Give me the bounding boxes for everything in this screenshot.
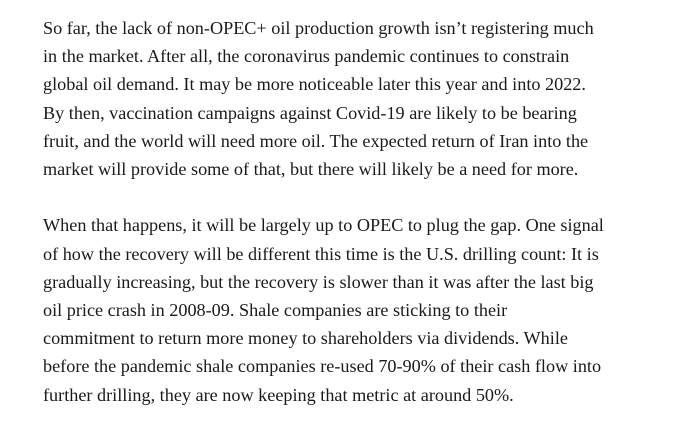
text-line: commitment to return more money to share… — [43, 328, 568, 349]
text-line: before the pandemic shale companies re-u… — [43, 356, 602, 377]
text-line: fruit, and the world will need more oil.… — [43, 130, 589, 151]
text-line: gradually increasing, but the recovery i… — [43, 271, 594, 292]
text-line: further drilling, they are now keeping t… — [43, 384, 514, 405]
text-line: of how the recovery will be different th… — [43, 243, 599, 264]
article-body: So far, the lack of non-OPEC+ oil produc… — [43, 14, 673, 409]
paragraph-1: So far, the lack of non-OPEC+ oil produc… — [43, 14, 673, 183]
text-line: When that happens, it will be largely up… — [43, 215, 604, 236]
text-line: market will provide some of that, but th… — [43, 159, 579, 180]
text-line: oil price crash in 2008-09. Shale compan… — [43, 300, 508, 321]
paragraph-2: When that happens, it will be largely up… — [43, 211, 673, 408]
text-line: So far, the lack of non-OPEC+ oil produc… — [43, 18, 594, 38]
text-line: in the market. After all, the coronaviru… — [43, 46, 570, 67]
text-line: global oil demand. It may be more notice… — [43, 74, 586, 95]
text-line: By then, vaccination campaigns against C… — [43, 102, 577, 123]
